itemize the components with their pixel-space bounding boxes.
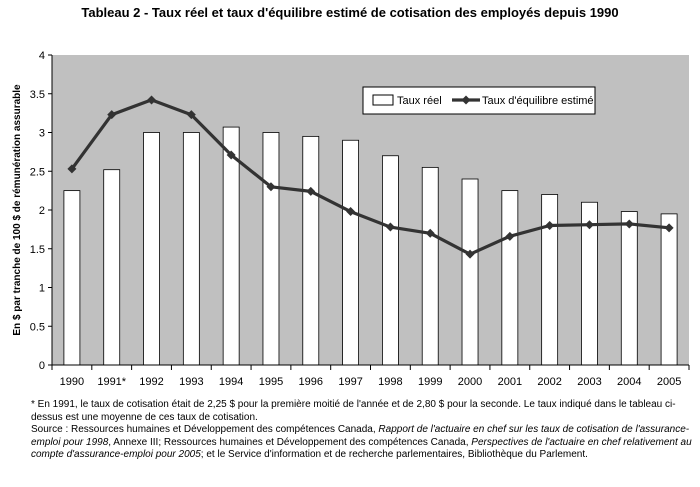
bar-series (63, 126, 678, 366)
notes: * En 1991, le taux de cotisation était d… (31, 399, 699, 462)
bar-1990 (63, 190, 81, 366)
x-tick-label-1998: 1998 (378, 376, 402, 388)
line-point-2002 (545, 221, 555, 230)
line-point-1999 (425, 228, 435, 238)
bar-1998 (382, 155, 399, 366)
x-tick-label-1990: 1990 (60, 376, 84, 388)
y-tick-label: 0 (39, 360, 45, 372)
bar-2000 (461, 178, 479, 366)
x-tick-label-1996: 1996 (299, 376, 323, 388)
x-tick-label-1997: 1997 (338, 376, 362, 388)
bar-2002 (541, 194, 559, 366)
y-tick-label: 3 (39, 128, 45, 140)
bar-1999 (421, 166, 439, 366)
bar-1994 (222, 126, 240, 366)
legend-label-line: Taux d'équilibre estimé (482, 95, 594, 107)
source-mid: , Annexe III; Ressources humaines et Dév… (108, 436, 472, 448)
line-point-2000 (465, 249, 475, 259)
bar-1991* (103, 169, 121, 366)
line-path (70, 98, 670, 256)
x-tick-label-1994: 1994 (219, 376, 243, 388)
x-tick-label-2002: 2002 (537, 376, 561, 388)
y-tick-label: 1.5 (30, 244, 45, 256)
line-point-2005 (664, 223, 674, 233)
axes: 0 0.5 1 1.5 2 2.5 3 3.5 4 1990 1991* 1992 1993 1994 19… (30, 50, 690, 388)
line-point-1992 (147, 95, 157, 105)
line-point-1990 (67, 164, 77, 174)
legend: Taux réel Taux d'équilibre estimé (362, 86, 596, 115)
bar-1995 (262, 132, 280, 366)
x-tick-label-1995: 1995 (259, 376, 283, 388)
line-point-1994 (226, 150, 236, 160)
legend-swatch-marker (461, 95, 471, 105)
bar-1992 (143, 132, 160, 366)
x-tick-label-1991*: 1991* (97, 376, 126, 388)
bar-1993 (182, 132, 200, 366)
source-note: Source : Ressources humaines et Développ… (31, 424, 699, 462)
y-tick-label: 1 (39, 283, 45, 295)
y-tick-label: 2 (39, 205, 45, 217)
line-point-1997 (346, 207, 356, 217)
x-tick-label-2003: 2003 (577, 376, 601, 388)
legend-swatch-bar (372, 94, 394, 106)
y-axis-label: En $ par tranche de 100 $ de rémunératio… (12, 84, 23, 336)
line-point-1995 (266, 182, 276, 192)
x-tick-label-2000: 2000 (458, 376, 482, 388)
source-prefix: Source : Ressources humaines et Développ… (31, 424, 379, 436)
footnote: * En 1991, le taux de cotisation était d… (31, 399, 676, 423)
chart-area: 0 0.5 1 1.5 2 2.5 3 3.5 4 1990 1991* 1992 1993 1994 19… (12, 50, 690, 388)
line-point-1998 (385, 222, 395, 232)
source-title-2: Perspectives de l'actuaire en chef relat… (31, 436, 692, 461)
bar-2005 (660, 213, 678, 366)
y-tick-label: 0.5 (30, 321, 45, 333)
line-point-1996 (306, 186, 316, 196)
x-tick-label-1992: 1992 (139, 376, 163, 388)
x-tick-label-2004: 2004 (617, 376, 641, 388)
y-tick-label: 4 (39, 50, 45, 62)
y-tick-label: 3.5 (30, 89, 45, 101)
bar-2004 (620, 211, 638, 366)
bar-1996 (302, 135, 320, 366)
y-tick-label: 2.5 (30, 166, 45, 178)
source-title-1: Rapport de l'actuaire en chef sur les ta… (31, 424, 690, 448)
line-point-2001 (505, 231, 515, 241)
line-point-1993 (186, 110, 196, 120)
legend-label-bar: Taux réel (397, 95, 442, 107)
x-tick-label-1999: 1999 (418, 376, 442, 388)
chart-title: Tableau 2 - Taux réel et taux d'équilibr… (81, 5, 619, 20)
x-tick-label-2001: 2001 (498, 376, 522, 388)
line-point-2003 (584, 220, 594, 230)
line-point-1991* (107, 110, 117, 120)
line-point-2004 (624, 219, 634, 229)
bar-2001 (501, 190, 519, 366)
bar-1997 (342, 139, 359, 366)
line-series (67, 95, 674, 259)
x-tick-label-2005: 2005 (657, 376, 681, 388)
source-suffix: ; et le Service d'information et de rech… (200, 449, 588, 461)
x-tick-label-1993: 1993 (179, 376, 203, 388)
